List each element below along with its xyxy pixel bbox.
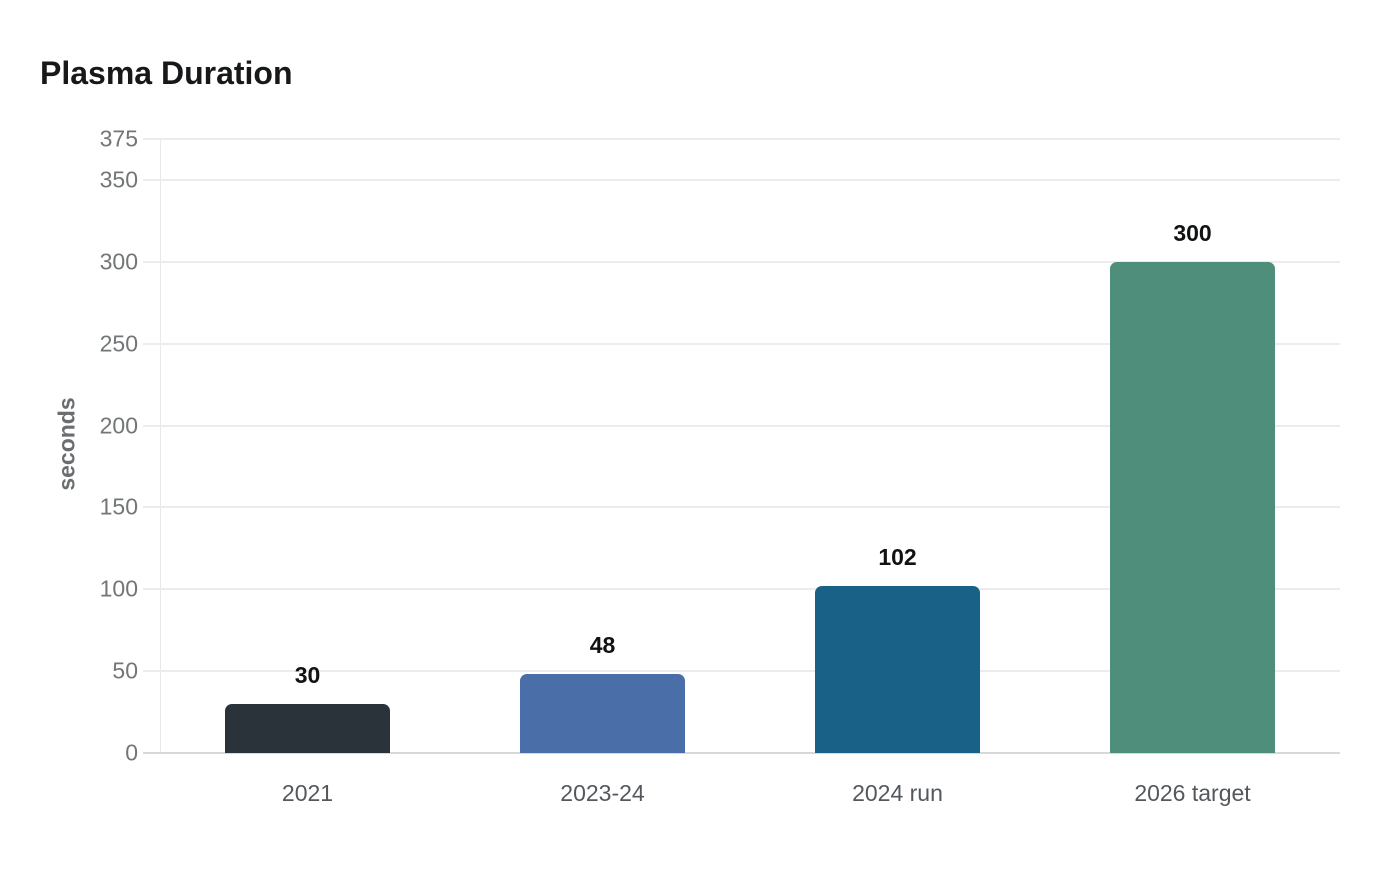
y-tick-label: 250: [99, 330, 138, 357]
bar-value-label: 48: [589, 632, 616, 659]
gridline: [143, 342, 1340, 345]
bar-2021: [225, 703, 390, 753]
y-axis-tick-labels: 0 50 100 150 200 250 300 350 375: [0, 127, 138, 764]
gridline: [143, 138, 1340, 140]
bar-2024-run: [815, 586, 980, 753]
bar-2026-target: [1110, 261, 1275, 753]
chart-title: Plasma Duration: [40, 55, 293, 91]
x-axis-baseline: [143, 752, 1340, 754]
gridline: [143, 178, 1340, 181]
plot-area: 30 48 102 300: [143, 138, 1340, 754]
x-category-label: 2021: [281, 780, 334, 806]
x-axis-category-labels: 2021 2023-24 2024 run 2026 target: [160, 780, 1340, 821]
bar-2023-24: [520, 674, 685, 753]
gridline: [143, 506, 1340, 509]
x-category-label: 2024 run: [852, 780, 943, 806]
y-axis-line: [160, 139, 161, 753]
y-tick-label: 375: [99, 125, 138, 152]
y-tick-label: 200: [99, 412, 138, 439]
y-tick-label: 350: [99, 166, 138, 193]
x-category-label: 2026 target: [1134, 780, 1251, 806]
gridline: [143, 260, 1340, 263]
bar-value-label: 300: [1173, 219, 1212, 246]
bar-value-label: 102: [878, 544, 917, 570]
y-tick-label: 100: [99, 575, 138, 602]
y-tick-label: 300: [99, 248, 138, 275]
y-tick-label: 150: [99, 493, 138, 520]
gridline: [143, 670, 1340, 673]
x-category-label: 2023-24: [560, 780, 645, 806]
gridline: [143, 424, 1340, 427]
y-tick-label: 0: [125, 739, 138, 766]
gridline: [143, 588, 1340, 591]
y-tick-label: 50: [112, 657, 138, 684]
bar-value-label: 30: [294, 661, 321, 688]
